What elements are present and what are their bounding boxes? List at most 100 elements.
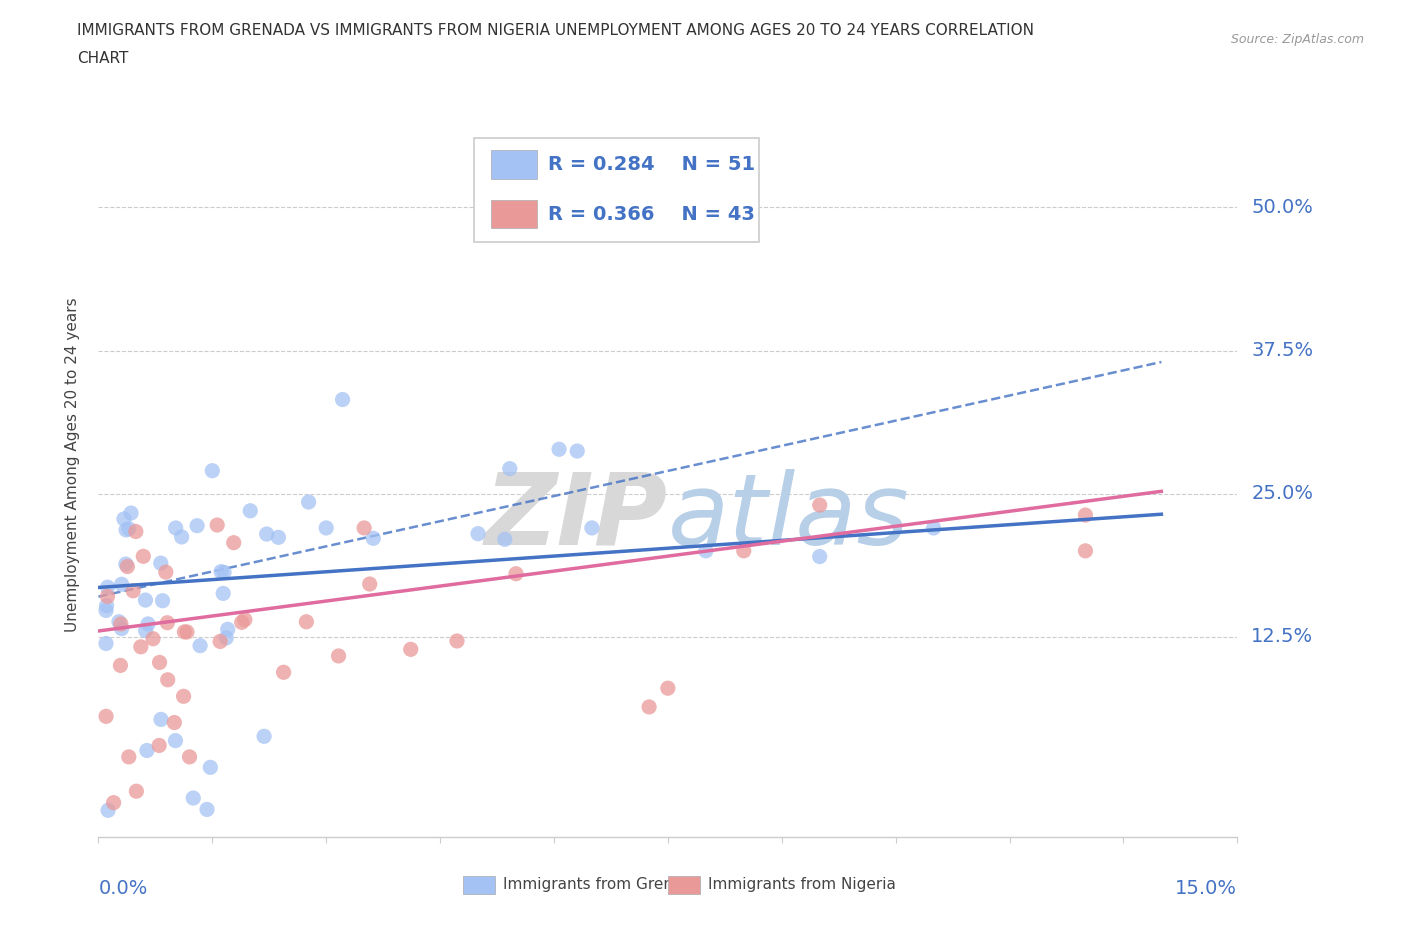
Point (149, 556, 172, 571)
Point (233, 612, 256, 627)
Point (125, 784, 148, 799)
Text: ZIP: ZIP (485, 469, 668, 565)
Point (122, 583, 145, 598)
Point (165, 733, 187, 748)
Point (181, 790, 204, 805)
Point (467, 526, 489, 541)
Point (156, 672, 179, 687)
Point (115, 523, 138, 538)
Bar (491, 151, 537, 179)
Point (165, 521, 187, 536)
Point (173, 689, 195, 704)
Point (152, 593, 174, 608)
Point (808, 549, 831, 564)
Point (148, 655, 170, 670)
Point (328, 648, 350, 663)
Text: 0.0%: 0.0% (98, 879, 148, 897)
Text: Immigrants from Grenada: Immigrants from Grenada (503, 877, 702, 892)
Point (188, 638, 211, 653)
Point (505, 566, 527, 581)
Text: R = 0.366    N = 43: R = 0.366 N = 43 (548, 205, 755, 224)
Point (149, 712, 172, 727)
Text: 37.5%: 37.5% (1251, 341, 1313, 360)
Point (297, 495, 319, 510)
Point (361, 531, 384, 546)
Point (97, 803, 120, 817)
Text: 25.0%: 25.0% (1251, 485, 1313, 503)
Text: 12.5%: 12.5% (1251, 627, 1313, 646)
Point (733, 543, 755, 558)
Point (110, 658, 132, 672)
Point (808, 498, 831, 512)
Point (353, 521, 375, 536)
Point (494, 532, 516, 547)
Point (179, 750, 201, 764)
Point (567, 444, 589, 458)
Point (239, 503, 262, 518)
Point (136, 617, 159, 631)
Point (332, 392, 354, 407)
Point (94, 603, 117, 618)
Point (97, 579, 120, 594)
Point (922, 521, 945, 536)
Point (195, 802, 218, 817)
Point (209, 634, 232, 649)
Point (170, 529, 193, 544)
Point (96, 589, 118, 604)
Point (94, 709, 117, 724)
Point (212, 586, 235, 601)
Point (115, 557, 138, 572)
Point (142, 631, 165, 646)
Point (359, 577, 381, 591)
Text: R = 0.284    N = 51: R = 0.284 N = 51 (548, 155, 755, 174)
Point (1074, 508, 1097, 523)
Point (209, 565, 232, 579)
Point (499, 461, 522, 476)
Point (399, 642, 422, 657)
Point (176, 625, 198, 640)
Point (295, 615, 318, 630)
FancyBboxPatch shape (474, 138, 759, 242)
Point (212, 565, 235, 579)
Bar (668, 876, 700, 895)
Point (267, 530, 290, 545)
Point (118, 522, 141, 537)
Point (215, 631, 238, 645)
Point (231, 615, 253, 630)
Point (256, 526, 278, 541)
Point (156, 616, 179, 631)
Text: CHART: CHART (77, 51, 129, 66)
Point (222, 536, 245, 551)
Point (217, 622, 239, 637)
Point (134, 592, 156, 607)
Point (155, 565, 177, 579)
Point (94, 636, 117, 651)
Bar (491, 200, 537, 229)
Point (163, 715, 186, 730)
Point (581, 521, 603, 536)
Point (118, 750, 141, 764)
Point (108, 615, 131, 630)
Text: Source: ZipAtlas.com: Source: ZipAtlas.com (1230, 33, 1364, 46)
Point (200, 760, 222, 775)
Point (253, 729, 276, 744)
Text: atlas: atlas (668, 469, 910, 565)
Point (103, 795, 125, 810)
Point (173, 624, 195, 639)
Point (120, 506, 142, 521)
Point (117, 559, 139, 574)
Y-axis label: Unemployment Among Ages 20 to 24 years: Unemployment Among Ages 20 to 24 years (65, 298, 80, 632)
Bar (463, 876, 495, 895)
Point (638, 699, 661, 714)
Point (112, 512, 135, 526)
Point (132, 549, 155, 564)
Point (273, 665, 295, 680)
Text: 15.0%: 15.0% (1175, 879, 1237, 897)
Text: 50.0%: 50.0% (1251, 198, 1313, 217)
Point (110, 621, 132, 636)
Point (148, 738, 170, 753)
Point (205, 518, 228, 533)
Text: Immigrants from Nigeria: Immigrants from Nigeria (707, 877, 896, 892)
Point (315, 521, 337, 536)
Point (129, 639, 152, 654)
